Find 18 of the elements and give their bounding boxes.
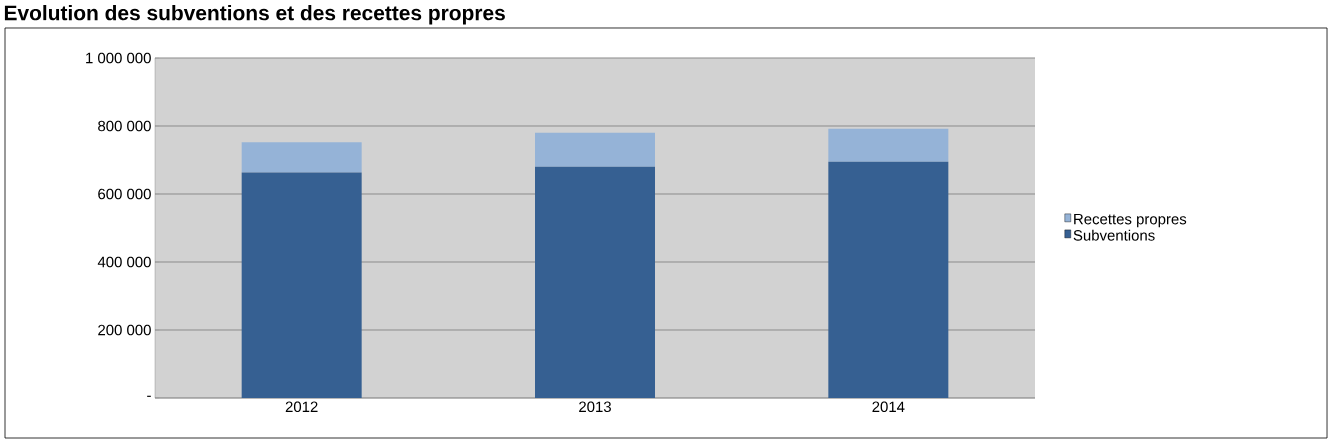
chart-title: Evolution des subventions et des recettes propres xyxy=(4,4,505,25)
x-tick-label: 2013 xyxy=(579,401,611,413)
y-tick-label: 600 000 xyxy=(98,188,151,200)
bar xyxy=(241,172,362,398)
y-tick-label: - xyxy=(147,395,151,397)
x-tick-label: 2014 xyxy=(872,401,905,413)
bar xyxy=(535,166,655,398)
y-tick-label: 800 000 xyxy=(98,120,151,132)
bar xyxy=(828,161,949,398)
x-tick-label: 2012 xyxy=(285,401,318,413)
bar xyxy=(828,128,949,162)
legend-label: Recettes propres xyxy=(1074,213,1187,228)
bar xyxy=(241,142,362,173)
legend-label: Subventions xyxy=(1073,229,1155,241)
y-tick-label: 1 000 000 xyxy=(86,52,151,64)
y-tick-label: 400 000 xyxy=(97,256,151,268)
y-tick-label: 200 000 xyxy=(98,324,151,336)
bar xyxy=(535,132,655,167)
